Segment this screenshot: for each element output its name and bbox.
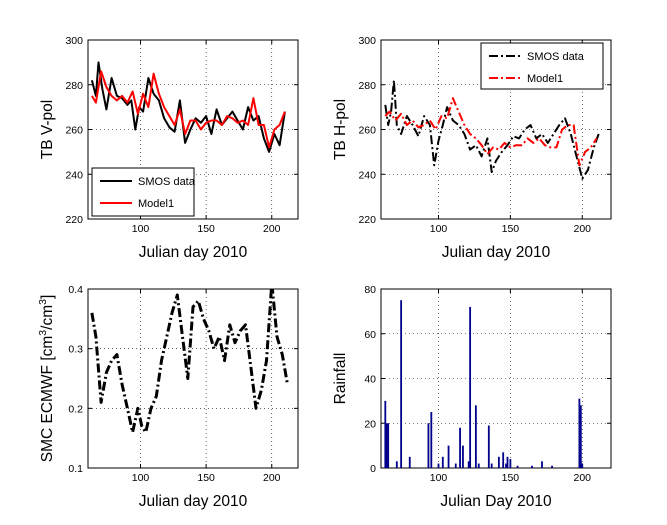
series-line-model1	[91, 70, 286, 149]
rainfall-bar	[395, 461, 398, 468]
series-line-smc	[90, 289, 289, 434]
x-tick-label: 200	[263, 472, 281, 484]
x-axis-label: Julian day 2010	[139, 493, 248, 510]
chart-rain: 100 150 200 0 20 40 60 80 Julian Day 2010 Rainfal…	[332, 284, 612, 510]
x-axis-label: Julian day 2010	[139, 244, 248, 261]
x-tick-label: 150	[197, 472, 215, 484]
legend-label: Model1	[138, 198, 174, 210]
x-tick-label: 100	[132, 223, 150, 235]
y-tick-label: 240	[358, 169, 376, 181]
x-tick-label: 150	[197, 223, 215, 235]
rainfall-bar	[430, 412, 433, 468]
y-tick-label: 300	[65, 35, 83, 47]
y-tick-label: 0.1	[68, 463, 83, 475]
rainfall-bar	[441, 456, 444, 468]
y-axis-label: TB V-pol	[39, 100, 56, 159]
rainfall-bar	[502, 452, 505, 468]
x-axis-label: Julian Day 2010	[440, 493, 552, 510]
rainfall-bar	[454, 463, 457, 468]
y-tick-label: 240	[65, 169, 83, 181]
rainfall-bar	[505, 463, 507, 468]
rainfall-bar	[551, 465, 553, 468]
y-tick-label: 0	[370, 463, 376, 475]
legend-box	[91, 167, 195, 217]
rainfall-bar	[490, 463, 493, 468]
x-tick-label: 150	[502, 472, 520, 484]
y-axis-label-part: SMC ECMWF [cm	[39, 336, 56, 463]
y-tick-label: 0.3	[68, 344, 83, 356]
data-layer	[90, 61, 286, 153]
rainfall-bar	[497, 456, 500, 468]
rainfall-bar	[384, 400, 387, 468]
y-tick-label: 260	[358, 125, 376, 137]
rainfall-bar	[447, 445, 450, 468]
data-layer	[90, 289, 289, 434]
legend-box	[480, 42, 604, 90]
rainfall-bar	[385, 423, 388, 468]
rainfall-bar	[578, 398, 581, 468]
x-tick-label: 150	[502, 223, 520, 235]
x-tick-label: 100	[132, 472, 150, 484]
x-tick-label: 200	[573, 472, 591, 484]
y-tick-label: 60	[364, 329, 376, 341]
y-tick-label: 280	[358, 80, 376, 92]
data-layer	[384, 79, 601, 180]
rainfall-bar	[487, 425, 490, 468]
rainfall-bar	[474, 405, 477, 468]
data-layer	[384, 300, 584, 468]
plot-area	[87, 288, 299, 469]
y-tick-label: 260	[65, 125, 83, 137]
y-tick-label: 280	[65, 80, 83, 92]
y-tick-label: 40	[364, 374, 376, 386]
legend: SMOS data Model1	[91, 167, 196, 217]
y-tick-label: 0.2	[68, 403, 83, 415]
rainfall-bar	[531, 465, 533, 468]
rainfall-bar	[462, 445, 464, 468]
y-axis-label: TB H-pol	[332, 99, 349, 160]
y-axis-label-part: /cm	[39, 305, 56, 330]
rainfall-bar	[509, 459, 512, 468]
x-tick-label: 100	[430, 472, 448, 484]
rainfall-bar	[516, 465, 519, 468]
rainfall-bar	[469, 306, 472, 468]
y-axis-label-part: ]	[39, 295, 56, 299]
plot-area	[380, 288, 612, 469]
rainfall-bar	[437, 463, 440, 468]
rainfall-bar	[579, 405, 582, 468]
rainfall-bar	[427, 423, 430, 468]
chart-tbv: 100 150 200 220 240 260 280 300 Julian day 2010 T…	[39, 35, 299, 261]
y-tick-label: 0.4	[68, 284, 83, 296]
rainfall-bar	[459, 427, 461, 468]
legend-label: SMOS data	[138, 176, 196, 188]
legend: SMOS data Model1	[480, 42, 604, 90]
y-tick-label: 80	[364, 284, 376, 296]
y-tick-label: 220	[65, 214, 83, 226]
y-axis-label-part: 3	[37, 299, 49, 305]
x-axis-label: Julian day 2010	[442, 244, 551, 261]
legend-label: Model1	[527, 73, 563, 85]
x-tick-label: 200	[263, 223, 281, 235]
rainfall-bar	[400, 300, 403, 468]
y-axis-label: Rainfall	[332, 353, 349, 405]
y-tick-label: 20	[364, 418, 376, 430]
rainfall-bar	[581, 463, 584, 468]
rainfall-bar	[467, 461, 470, 468]
chart-smc: 100 150 200 0.1 0.2 0.3 0.4 Julian day 2010 SMC …	[37, 284, 299, 510]
y-axis-label-part: 3	[37, 330, 49, 336]
rainfall-bar	[506, 456, 509, 468]
rainfall-bar	[408, 456, 411, 468]
y-tick-label: 220	[358, 214, 376, 226]
series-line-model1	[384, 97, 598, 167]
x-tick-label: 100	[430, 223, 448, 235]
y-tick-label: 300	[358, 35, 376, 47]
legend-label: SMOS data	[527, 51, 585, 63]
rainfall-bar	[387, 423, 390, 468]
rainfall-bar	[477, 463, 480, 468]
x-tick-label: 200	[573, 223, 591, 235]
y-axis-label: SMC ECMWF [cm3/cm3]	[37, 295, 56, 463]
chart-tbh: 100 150 200 220 240 260 280 300 Julian day 2010 T…	[332, 35, 612, 261]
rainfall-bar	[541, 461, 543, 468]
